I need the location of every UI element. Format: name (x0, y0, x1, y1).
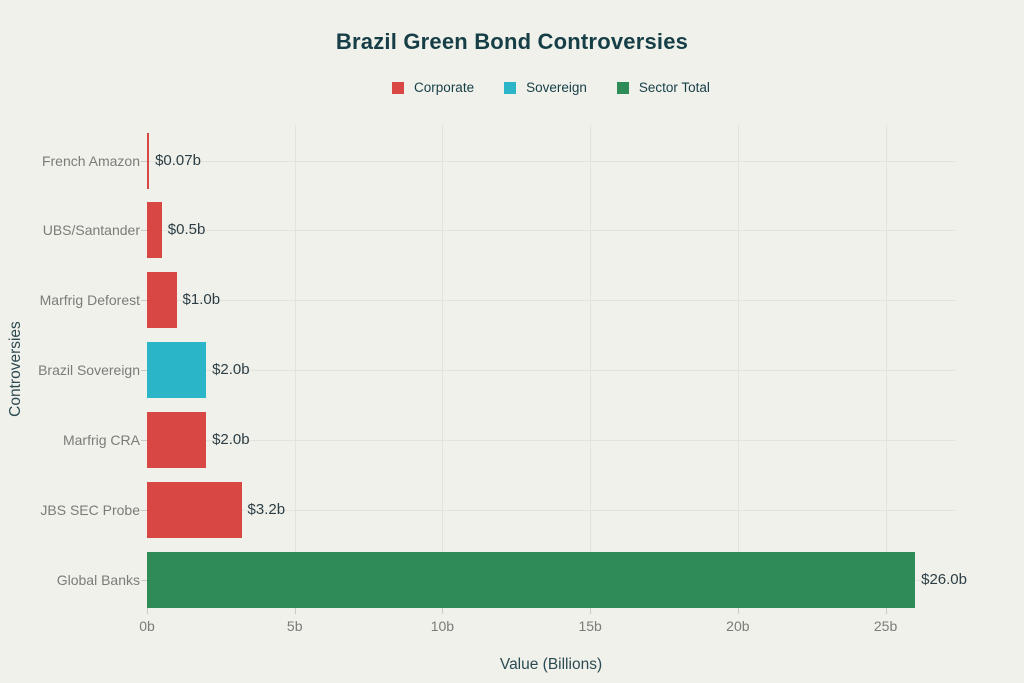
x-gridline-15b (590, 125, 592, 608)
y-tick-mark-marfrig-deforest (141, 300, 147, 302)
bar-value-label-brazil-sovereign: $2.0b (212, 361, 250, 379)
bar-marfrig-cra[interactable] (147, 412, 207, 469)
legend-item-sovereign[interactable]: Sovereign (504, 80, 587, 95)
bar-french-amazon[interactable] (147, 132, 150, 189)
chart-title: Brazil Green Bond Controversies (335, 29, 689, 54)
x-gridline-10b (442, 125, 444, 608)
bar-value-label-global-banks: $26.0b (921, 570, 967, 588)
x-tick-mark-0b (147, 608, 148, 614)
category-label-ubs-santander: UBS/Santander (42, 222, 140, 239)
y-gridline-jbs-sec-probe (147, 510, 955, 511)
legend-item-sector-total[interactable]: Sector Total (616, 80, 710, 95)
x-tick-mark-20b (737, 608, 739, 614)
y-tick-mark-jbs-sec-probe (141, 510, 147, 511)
x-tick-label-10b: 10b (430, 618, 455, 634)
x-tick-label-20b: 20b (726, 618, 750, 634)
bar-brazil-sovereign[interactable] (147, 342, 207, 399)
bar-value-label-marfrig-deforest: $1.0b (182, 291, 221, 309)
y-tick-mark-french-amazon (141, 160, 147, 162)
x-gridline-5b (294, 125, 296, 608)
legend-label: Sovereign (526, 80, 587, 95)
x-axis-title: Value (Billions) (499, 656, 603, 673)
y-gridline-marfrig-deforest (147, 300, 955, 302)
y-gridline-french-amazon (147, 160, 955, 162)
x-tick-label-0b: 0b (139, 618, 155, 634)
category-label-global-banks: Global Banks (56, 571, 140, 588)
category-label-marfrig-deforest: Marfrig Deforest (39, 292, 140, 309)
legend-label: Sector Total (638, 80, 710, 95)
x-tick-mark-25b (885, 608, 887, 614)
y-gridline-marfrig-cra (147, 440, 955, 442)
x-tick-label-25b: 25b (873, 618, 898, 634)
x-tick-label-5b: 5b (286, 618, 303, 634)
bar-jbs-sec-probe[interactable] (147, 482, 242, 538)
legend-label: Corporate (414, 80, 475, 95)
bar-value-label-ubs-santander: $0.5b (167, 221, 206, 239)
legend-swatch-sovereign (504, 81, 517, 94)
bar-value-label-jbs-sec-probe: $3.2b (247, 501, 286, 518)
y-axis-title: Controversies (7, 321, 24, 417)
y-gridline-ubs-santander (147, 230, 955, 232)
x-gridline-20b (737, 125, 739, 608)
category-label-brazil-sovereign: Brazil Sovereign (38, 362, 140, 379)
bar-global-banks[interactable] (147, 551, 916, 608)
legend-swatch-corporate (392, 81, 405, 94)
x-tick-label-15b: 15b (578, 618, 602, 634)
y-tick-mark-marfrig-cra (141, 440, 147, 442)
x-tick-mark-5b (294, 608, 296, 614)
bar-marfrig-deforest[interactable] (147, 272, 177, 329)
category-label-jbs-sec-probe: JBS SEC Probe (40, 502, 140, 518)
x-tick-mark-10b (442, 608, 444, 614)
x-gridline-25b (885, 125, 887, 608)
legend: Corporate Sovereign Sector Total (147, 80, 955, 95)
legend-swatch-sector-total (616, 81, 629, 94)
legend-item-corporate[interactable]: Corporate (392, 80, 474, 95)
y-gridline-brazil-sovereign (147, 370, 955, 372)
bar-value-label-french-amazon: $0.07b (155, 151, 201, 169)
y-tick-mark-brazil-sovereign (141, 370, 147, 372)
bar-value-label-marfrig-cra: $2.0b (212, 431, 250, 449)
y-tick-mark-ubs-santander (141, 230, 147, 232)
x-tick-mark-15b (590, 608, 592, 614)
category-label-marfrig-cra: Marfrig CRA (62, 432, 140, 449)
y-tick-mark-global-banks (141, 579, 147, 581)
bar-ubs-santander[interactable] (147, 202, 162, 259)
category-label-french-amazon: French Amazon (41, 152, 140, 169)
